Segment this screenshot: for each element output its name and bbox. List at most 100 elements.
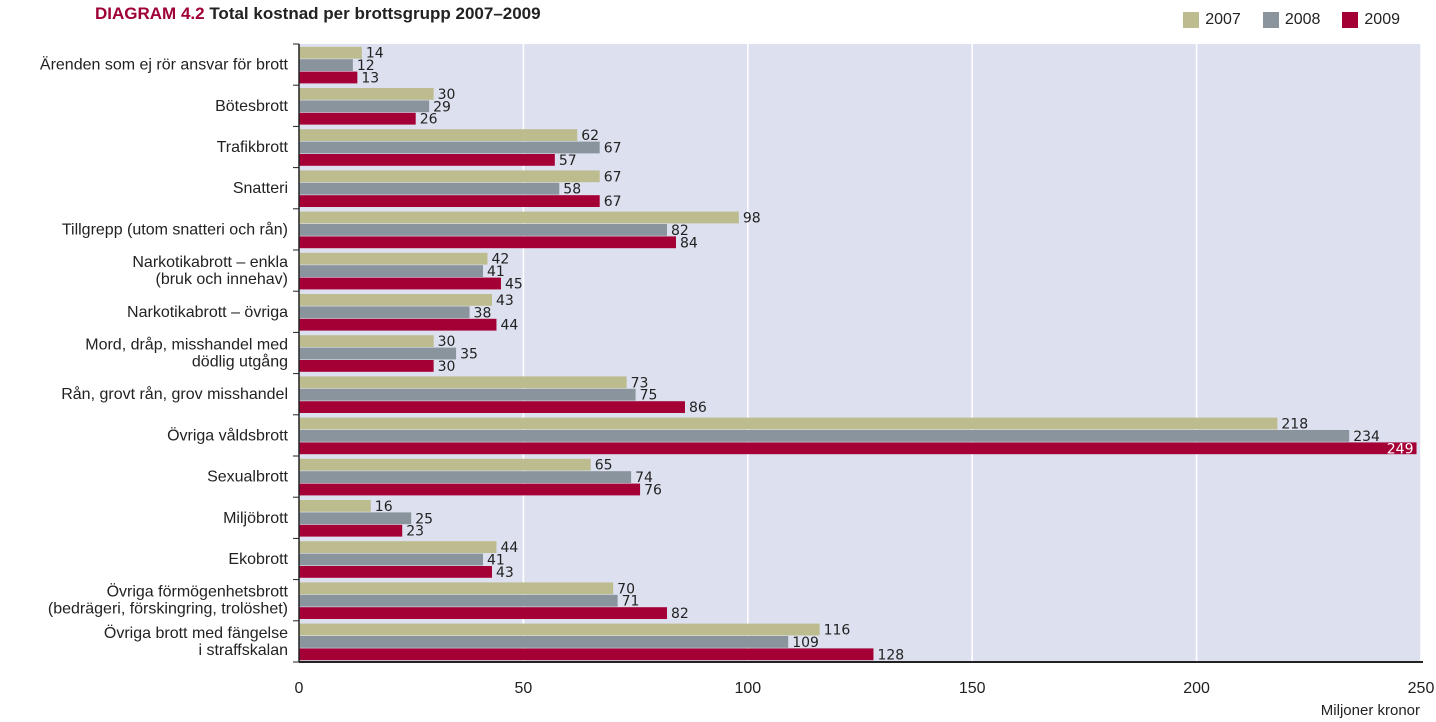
x-axis-unit-label: Miljoner kronor <box>1320 702 1420 719</box>
data-label-2007-2: 62 <box>581 128 599 144</box>
x-tick-label-150: 150 <box>959 680 986 697</box>
category-label-3: Snatteri <box>233 180 288 197</box>
data-label-2008-1: 29 <box>433 99 451 115</box>
category-label-12: Ekobrott <box>228 551 288 568</box>
data-label-2007-13: 70 <box>617 581 635 597</box>
chart-title-tag: DIAGRAM 4.2 <box>95 4 205 23</box>
category-label-10: Sexualbrott <box>207 469 288 486</box>
data-label-2009-0: 13 <box>361 71 379 87</box>
bar-2008-5 <box>299 265 484 277</box>
category-label-5-line1: (bruk och innehav) <box>155 271 288 288</box>
bar-2007-5 <box>299 252 488 265</box>
data-label-2008-2: 67 <box>604 141 622 157</box>
category-label-4: Tillgrepp (utom snatteri och rån) <box>62 220 288 238</box>
data-label-2008-0: 12 <box>357 58 375 74</box>
bar-2007-12 <box>299 541 497 553</box>
bar-2008-4 <box>299 224 668 236</box>
data-label-2008-8: 75 <box>640 388 658 404</box>
data-label-2008-6: 38 <box>474 305 492 321</box>
bar-2008-7 <box>299 347 457 360</box>
bar-2008-10 <box>299 471 632 483</box>
category-label-11: Miljöbrott <box>223 510 288 527</box>
data-label-2009-3: 67 <box>604 194 622 210</box>
x-tick-label-100: 100 <box>734 680 761 697</box>
data-label-2009-2: 57 <box>559 153 577 169</box>
data-label-2009-1: 26 <box>420 112 438 128</box>
category-label-14-line1: i straffskalan <box>198 642 288 659</box>
data-label-2009-11: 23 <box>406 524 424 540</box>
bar-2009-3 <box>299 195 600 207</box>
category-label-8: Rån, grovt rån, grov misshandel <box>61 385 288 403</box>
bar-2007-0 <box>299 46 362 59</box>
data-label-2007-3: 67 <box>604 169 622 185</box>
bar-2007-7 <box>299 335 434 347</box>
x-tick-label-250: 250 <box>1408 680 1435 697</box>
bar-2007-11 <box>299 500 371 512</box>
category-label-9: Övriga våldsbrott <box>167 426 288 444</box>
data-label-2008-12: 41 <box>487 553 505 569</box>
bar-2007-4 <box>299 211 739 224</box>
category-label-7-line1: dödlig utgång <box>192 353 288 371</box>
data-label-2007-5: 42 <box>491 252 509 268</box>
bar-2009-5 <box>299 277 501 290</box>
data-label-2009-7: 30 <box>438 359 456 375</box>
data-label-2008-5: 41 <box>487 264 505 280</box>
data-label-2007-6: 43 <box>496 293 514 309</box>
legend-swatch-2007 <box>1183 12 1200 28</box>
bar-2009-0 <box>299 71 358 84</box>
data-label-2008-3: 58 <box>563 182 581 198</box>
data-label-2009-8: 86 <box>689 400 707 416</box>
chart-title-text: Total kostnad per brottsgrupp 2007–2009 <box>209 4 541 23</box>
bar-2008-3 <box>299 182 560 195</box>
bar-2008-14 <box>299 636 789 648</box>
legend-swatch-2009 <box>1342 12 1359 28</box>
legend-item-2007: 2007 <box>1183 11 1241 29</box>
bar-2007-2 <box>299 129 578 141</box>
bar-2009-14 <box>299 648 874 661</box>
data-label-2008-13: 71 <box>622 594 640 610</box>
category-label-2: Trafikbrott <box>217 139 289 156</box>
data-label-2007-12: 44 <box>500 540 518 556</box>
bar-2008-6 <box>299 306 470 319</box>
data-label-2008-7: 35 <box>460 347 478 363</box>
legend: 2007 2008 2009 <box>1183 11 1400 29</box>
data-label-2007-9: 218 <box>1281 417 1308 433</box>
bar-2008-13 <box>299 594 618 607</box>
data-label-2008-11: 25 <box>415 511 433 527</box>
category-label-5-line0: Narkotikabrott – enkla <box>132 254 288 271</box>
bar-2009-8 <box>299 401 685 413</box>
bar-2008-0 <box>299 59 353 71</box>
bar-2007-9 <box>299 417 1278 430</box>
bar-2009-2 <box>299 154 555 166</box>
category-label-0: Ärenden som ej rör ansvar för brott <box>40 56 289 74</box>
bar-2008-11 <box>299 512 412 525</box>
bar-2009-10 <box>299 483 641 496</box>
bar-2007-10 <box>299 458 591 471</box>
bar-2009-7 <box>299 360 434 372</box>
legend-label-2007: 2007 <box>1205 11 1241 28</box>
bar-2008-9 <box>299 430 1350 442</box>
x-tick-label-0: 0 <box>295 680 304 697</box>
data-label-2007-10: 65 <box>595 458 613 474</box>
bar-2007-1 <box>299 88 434 100</box>
category-label-13-line0: Övriga förmögenhetsbrott <box>107 583 289 601</box>
category-label-7-line0: Mord, dråp, misshandel med <box>85 336 288 354</box>
x-tick-label-200: 200 <box>1183 680 1210 697</box>
bar-2007-14 <box>299 623 820 636</box>
data-label-2009-9: 249 <box>1387 441 1414 457</box>
legend-label-2009: 2009 <box>1364 11 1400 28</box>
data-label-2009-12: 43 <box>496 565 514 581</box>
data-label-2009-13: 82 <box>671 606 689 622</box>
data-label-2007-7: 30 <box>438 334 456 350</box>
data-label-2008-14: 109 <box>792 635 819 651</box>
data-label-2009-14: 128 <box>877 647 904 663</box>
bar-2009-1 <box>299 112 416 125</box>
legend-label-2008: 2008 <box>1284 11 1321 28</box>
data-label-2009-5: 45 <box>505 277 523 293</box>
x-tick-label-50: 50 <box>515 680 533 697</box>
bar-2009-12 <box>299 566 492 578</box>
category-label-6: Narkotikabrott – övriga <box>127 304 288 321</box>
data-label-2007-1: 30 <box>438 87 456 103</box>
data-label-2007-14: 116 <box>824 623 851 639</box>
